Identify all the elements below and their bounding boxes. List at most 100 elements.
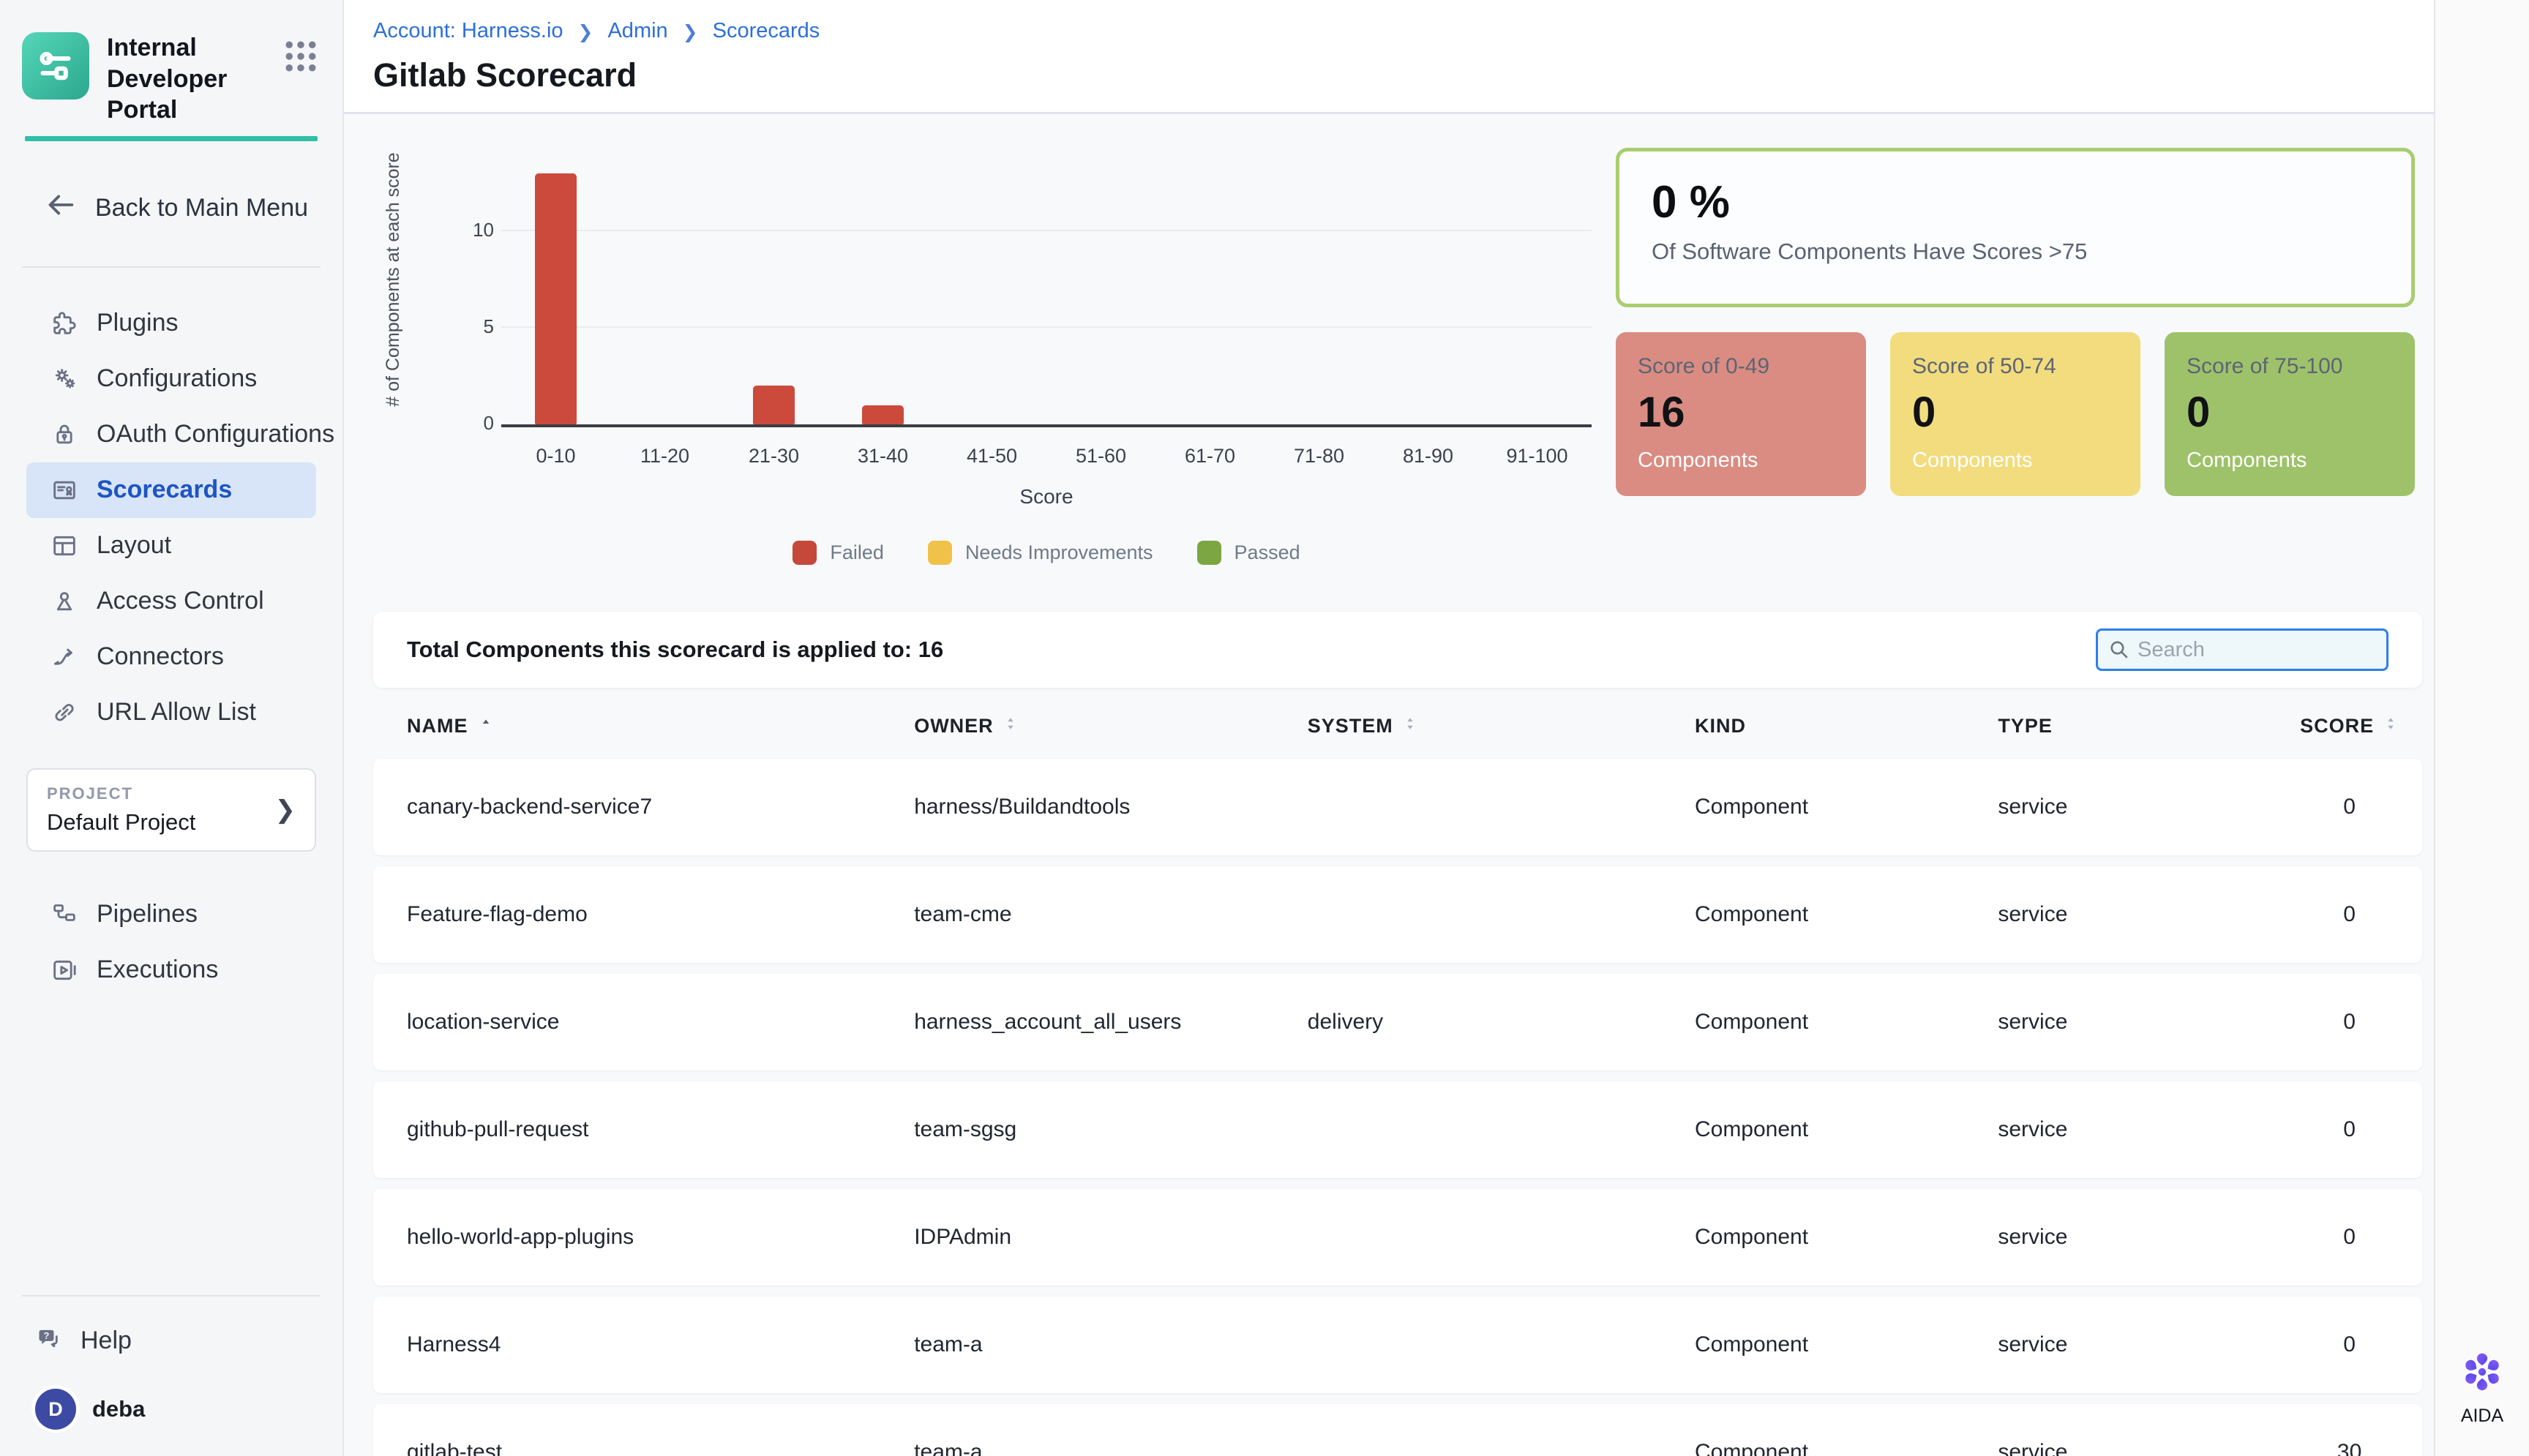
scorecard-summary-section: # of Components at each score 0 5 10 0-10 1… <box>344 114 2434 565</box>
table-row-gitlab-test[interactable]: gitlab-test team-a Component service 30 <box>373 1404 2422 1456</box>
search-input[interactable] <box>2138 637 2376 662</box>
sidebar-item-scorecards[interactable]: Scorecards <box>26 462 316 518</box>
y-tick-label: 10 <box>473 219 494 241</box>
sidebar-item-label: Scorecards <box>97 476 233 503</box>
column-header-system[interactable]: SYSTEM <box>1308 714 1695 738</box>
x-tick-label: 71-80 <box>1293 445 1345 467</box>
cell-owner: team-sgsg <box>914 1117 1017 1141</box>
score-card-value: 16 <box>1638 389 1685 436</box>
chart-y-axis-label: # of Components at each score <box>383 152 403 407</box>
sidebar: Internal Developer Portal Back to Main M… <box>0 0 344 1456</box>
aida-button[interactable]: AIDA <box>2459 1349 2505 1427</box>
column-header-name[interactable]: NAME <box>373 715 914 738</box>
table-row-Feature-flag-demo[interactable]: Feature-flag-demo team-cme Component servic… <box>373 866 2422 963</box>
sidebar-accent-bar <box>25 135 318 141</box>
lock-icon <box>50 420 79 449</box>
sidebar-item-access-control[interactable]: Access Control <box>26 574 316 629</box>
percent-above-threshold-card: 0 % Of Software Components Have Scores >… <box>1616 148 2415 307</box>
back-arrow-icon <box>44 188 78 228</box>
legend-label: Passed <box>1234 541 1300 563</box>
pipeline-icon <box>50 900 79 929</box>
table-row-canary-backend-service7[interactable]: canary-backend-service7 harness/Buildandt… <box>373 759 2422 855</box>
table-row-Harness4[interactable]: Harness4 team-a Component service 0 <box>373 1296 2422 1393</box>
x-tick-label: 51-60 <box>1075 445 1127 467</box>
column-header-label: SCORE <box>2300 715 2375 737</box>
project-label: PROJECT <box>47 784 133 803</box>
cell-system: delivery <box>1307 1010 1384 1034</box>
column-header-score[interactable]: SCORE <box>2277 714 2422 738</box>
idp-logo <box>22 32 89 100</box>
bar-31-40 <box>862 405 904 424</box>
x-tick-label: 21-30 <box>748 445 800 467</box>
breadcrumb-link[interactable]: Admin <box>607 19 668 42</box>
summary-column: 0 % Of Software Components Have Scores >… <box>1616 148 2415 496</box>
sidebar-item-connectors[interactable]: Connectors <box>26 629 316 685</box>
legend-swatch <box>927 541 952 565</box>
search-icon <box>2110 641 2128 658</box>
execution-icon <box>50 956 79 985</box>
score-card-caption: Components <box>1912 449 2033 472</box>
breadcrumb-separator-icon: ❯ <box>682 21 698 42</box>
chart-legend: Failed Needs Improvements Passed <box>501 541 1592 565</box>
sidebar-item-url-allow-list[interactable]: URL Allow List <box>26 685 316 740</box>
cell-type: service <box>1998 1225 2068 1249</box>
user-menu[interactable]: D deba <box>0 1381 342 1437</box>
sidebar-item-label: Plugins <box>97 309 179 337</box>
sidebar-item-label: URL Allow List <box>97 698 256 726</box>
legend-label: Needs Improvements <box>964 541 1153 563</box>
gridline <box>501 326 1592 328</box>
score-range-cards: Score of 0-49 16 Components Score of 50-74 0… <box>1616 332 2415 496</box>
sidebar-nav: Plugins Configurations OAuth Configuration… <box>0 296 342 740</box>
cell-owner: IDPAdmin <box>914 1225 1012 1249</box>
table-row-location-service[interactable]: location-service harness_account_all_user… <box>373 974 2422 1070</box>
cell-score: 0 <box>2343 795 2356 819</box>
breadcrumb-link[interactable]: Scorecards <box>712 19 820 42</box>
sidebar-item-configurations[interactable]: Configurations <box>26 351 316 407</box>
gears-icon <box>50 364 79 394</box>
help-button[interactable]: ? Help <box>0 1313 342 1368</box>
cell-score: 0 <box>2343 1117 2356 1141</box>
cell-name: location-service <box>407 1010 560 1034</box>
score-card-title: Score of 75-100 <box>2187 354 2343 378</box>
layout-icon <box>50 531 79 560</box>
project-selector[interactable]: PROJECT Default Project ❯ <box>26 768 316 852</box>
breadcrumb-link[interactable]: Account: Harness.io <box>373 19 563 42</box>
cell-owner: team-cme <box>914 902 1012 926</box>
cell-name: hello-world-app-plugins <box>407 1225 634 1249</box>
sidebar-item-oauth-configurations[interactable]: OAuth Configurations <box>26 407 334 462</box>
breadcrumb-separator-icon: ❯ <box>577 21 593 42</box>
app-grid-icon[interactable] <box>281 37 321 80</box>
aida-label: AIDA <box>2460 1406 2504 1426</box>
aida-icon <box>2463 1353 2501 1391</box>
sidebar-item-plugins[interactable]: Plugins <box>26 296 316 351</box>
sidebar-item-label: Access Control <box>97 587 264 615</box>
x-tick-label: 61-70 <box>1184 445 1236 467</box>
cell-owner: team-a <box>914 1440 983 1456</box>
score-card-value: 0 <box>1912 389 1936 436</box>
back-to-main-menu-button[interactable]: Back to Main Menu <box>0 188 342 228</box>
search-box <box>2096 628 2388 671</box>
cell-name: gitlab-test <box>407 1440 503 1456</box>
score-card-caption: Components <box>2187 449 2307 472</box>
table-row-github-pull-request[interactable]: github-pull-request team-sgsg Component ser… <box>373 1081 2422 1178</box>
sidebar-item-label: OAuth Configurations <box>97 420 335 448</box>
score-range-card-score-of-50-74: Score of 50-74 0 Components <box>1890 332 2140 496</box>
breadcrumb: Account: Harness.io ❯ Admin ❯ Scorecards <box>373 19 2434 43</box>
bar-21-30 <box>753 386 795 424</box>
sidebar-divider <box>22 266 321 268</box>
sidebar-item-pipelines[interactable]: Pipelines <box>26 887 316 942</box>
column-header-owner[interactable]: OWNER <box>914 714 1308 738</box>
content-area: # of Components at each score 0 5 10 0-10 1… <box>344 114 2434 1456</box>
cell-score: 0 <box>2343 1332 2356 1356</box>
sort-icon <box>1402 714 1418 738</box>
svg-text:?: ? <box>44 1330 50 1341</box>
sidebar-item-label: Layout <box>97 531 172 559</box>
sidebar-item-layout[interactable]: Layout <box>26 518 316 574</box>
column-header-type: TYPE <box>1998 715 2277 738</box>
sidebar-item-executions[interactable]: Executions <box>26 942 316 998</box>
table-toolbar: Total Components this scorecard is appli… <box>373 612 2422 688</box>
project-name: Default Project <box>47 808 196 835</box>
score-card-title: Score of 0-49 <box>1638 354 1770 378</box>
help-chat-icon: ? <box>34 1326 63 1355</box>
table-row-hello-world-app-plugins[interactable]: hello-world-app-plugins IDPAdmin Component… <box>373 1189 2422 1286</box>
